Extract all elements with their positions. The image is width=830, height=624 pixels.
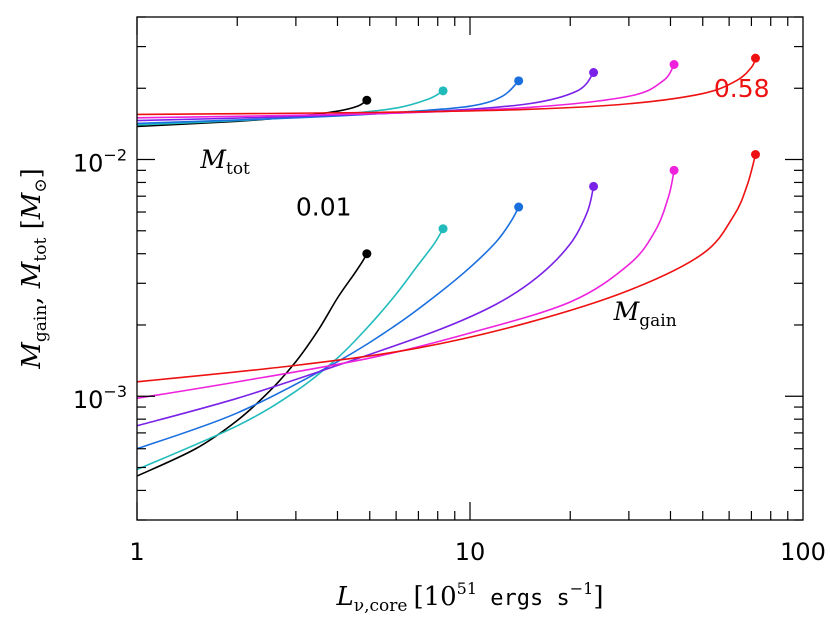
series-6-gain-line <box>136 154 757 383</box>
series-1-gain-line <box>136 253 368 477</box>
x-tick-label: 1 <box>129 538 144 566</box>
series-2-gain-endpoint <box>438 224 448 234</box>
series-2-gain-line <box>136 228 444 471</box>
ticks-layer <box>136 16 803 521</box>
series-1-tot-endpoint <box>362 95 372 105</box>
series-5-gain-line <box>136 170 675 400</box>
series-6-gain-endpoint <box>750 149 760 159</box>
series-1-gain-endpoint <box>362 249 372 259</box>
series-5-tot-line <box>136 64 675 119</box>
y-tick-label: 10−3 <box>73 382 127 414</box>
y-tick-label: 10−2 <box>73 146 127 178</box>
annotation-mgain: Mgain <box>613 297 677 331</box>
series-4-tot-endpoint <box>589 68 599 78</box>
series-5-gain-endpoint <box>669 165 679 175</box>
annotation-low-value: 0.01 <box>296 193 352 222</box>
series-2-tot-endpoint <box>438 86 448 96</box>
series-5-tot-endpoint <box>669 59 679 69</box>
series-layer <box>136 53 760 477</box>
x-axis-label: Lν,core [1051 ergs s−1] <box>335 579 603 616</box>
series-4-gain-line <box>136 186 595 427</box>
x-tick-label: 10 <box>455 538 486 566</box>
annotation-mtot: Mtot <box>199 145 250 179</box>
series-6-tot-endpoint <box>750 53 760 63</box>
annotation-high-value: 0.58 <box>714 74 770 103</box>
series-3-gain-line <box>136 206 520 450</box>
series-3-tot-endpoint <box>514 76 524 86</box>
y-axis-label: Mgain, Mtot [M⊙] <box>17 168 51 370</box>
series-6-tot-line <box>136 57 757 116</box>
x-tick-label: 100 <box>780 538 826 566</box>
series-4-gain-endpoint <box>589 181 599 191</box>
series-3-gain-endpoint <box>514 202 524 212</box>
